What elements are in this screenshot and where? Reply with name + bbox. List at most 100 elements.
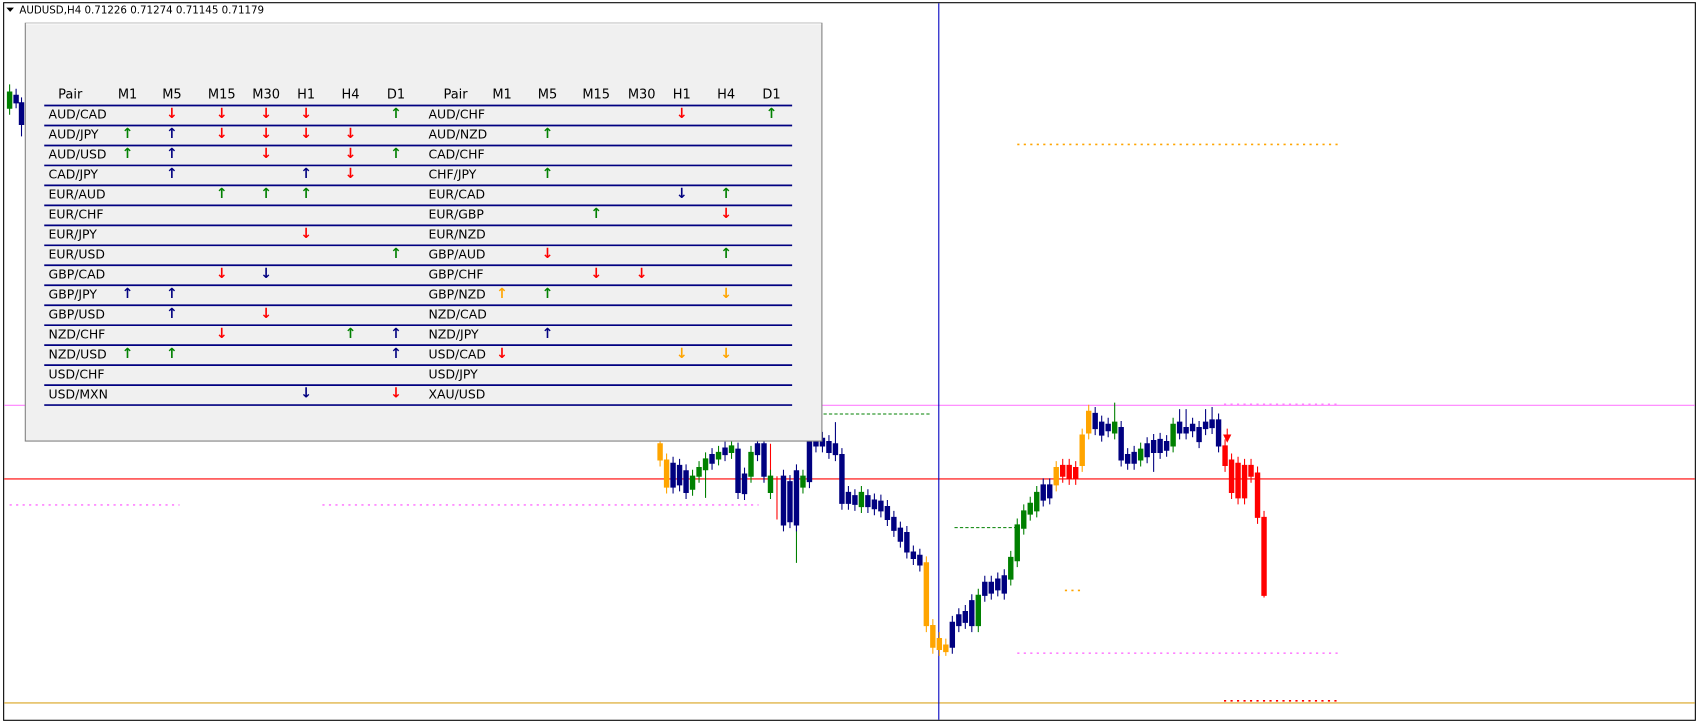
signal-panel: [24, 22, 823, 442]
pair-label: GBP/USD: [49, 306, 105, 321]
signal-arrow: ↓: [300, 106, 312, 122]
signal-arrow: ↑: [766, 106, 778, 122]
pair-label: EUR/CAD: [428, 187, 485, 202]
pair-label: NZD/USD: [49, 346, 107, 361]
candles-red: [769, 428, 1267, 598]
signal-arrow: ↓: [166, 106, 178, 122]
signal-arrow: ↑: [166, 306, 178, 322]
pair-label: GBP/CHF: [428, 266, 483, 281]
pair-label: CHF/JPY: [428, 167, 476, 182]
signal-arrow: ↓: [676, 346, 688, 362]
signal-arrow: ↑: [390, 146, 402, 162]
column-header: M5: [162, 88, 181, 103]
symbol-header: AUDUSD,H4 0.71226 0.71274 0.71145 0.7117…: [19, 4, 264, 16]
column-header: D1: [762, 88, 780, 103]
pair-label: GBP/JPY: [49, 286, 98, 301]
column-header: H4: [342, 88, 360, 103]
signal-arrow: ↑: [542, 166, 554, 182]
column-header: M15: [582, 88, 610, 103]
pair-label: AUD/CAD: [49, 107, 107, 122]
pair-label: NZD/JPY: [428, 326, 478, 341]
column-header: D1: [387, 88, 405, 103]
signal-arrow: ↓: [720, 286, 732, 302]
pair-label: GBP/AUD: [428, 246, 485, 261]
column-header: M1: [118, 88, 137, 103]
column-header: Pair: [443, 88, 468, 103]
signal-arrow: ↑: [345, 326, 357, 342]
signal-arrow: ↑: [300, 186, 312, 202]
signal-arrow: ↑: [720, 246, 732, 262]
signal-arrow: ↓: [300, 126, 312, 142]
pair-label: GBP/NZD: [428, 286, 485, 301]
signal-arrow: ↓: [216, 126, 228, 142]
signal-arrow: ↑: [390, 106, 402, 122]
candles-navy: [13, 88, 1222, 654]
signal-arrow: ↑: [122, 126, 134, 142]
pair-label: CAD/CHF: [428, 147, 484, 162]
pair-label: EUR/GBP: [428, 207, 484, 222]
signal-arrow: ↑: [390, 346, 402, 362]
signal-arrow: ↑: [216, 186, 228, 202]
signal-arrow: ↓: [345, 146, 357, 162]
signal-arrow: ↓: [260, 126, 272, 142]
pair-label: EUR/CHF: [49, 207, 104, 222]
column-header: M30: [628, 88, 656, 103]
signal-arrow: ↑: [720, 186, 732, 202]
pair-label: EUR/NZD: [428, 227, 485, 242]
menu-triangle[interactable]: [6, 7, 14, 12]
signal-arrow: ↓: [720, 346, 732, 362]
pair-label: AUD/USD: [49, 147, 107, 162]
signal-arrow: ↓: [676, 106, 688, 122]
signal-table: Pair M1 M5 M15 M30 H1 H4 D1 AUD/CAD ↓ ↓ ↓ ↓ ↑ AUD/JPY ↑…: [44, 88, 793, 406]
signal-arrow: ↓: [216, 326, 228, 342]
signal-arrow: ↑: [496, 286, 508, 302]
signal-arrow: ↓: [496, 346, 508, 362]
pair-label: USD/CHF: [49, 366, 105, 381]
signal-arrow: ↑: [122, 346, 134, 362]
column-header: M5: [538, 88, 557, 103]
signal-arrow: ↑: [166, 146, 178, 162]
signal-arrow: ↓: [216, 266, 228, 282]
signal-arrow: ↑: [122, 286, 134, 302]
pair-label: GBP/CAD: [49, 266, 106, 281]
column-header: M30: [252, 88, 280, 103]
column-header: M15: [208, 88, 236, 103]
signal-arrow: ↑: [260, 186, 272, 202]
signal-arrow: ↓: [260, 106, 272, 122]
pair-label: AUD/JPY: [49, 127, 99, 142]
signal-arrow: ↓: [260, 146, 272, 162]
signal-arrow: ↓: [390, 386, 402, 402]
pair-label: AUD/NZD: [428, 127, 487, 142]
pair-label: CAD/JPY: [49, 167, 99, 182]
signal-arrow: ↑: [166, 286, 178, 302]
pair-label: EUR/USD: [49, 246, 105, 261]
pair-label: XAU/USD: [428, 386, 485, 401]
column-header: H1: [673, 88, 691, 103]
pair-label: NZD/CAD: [428, 306, 486, 321]
signal-arrow: ↓: [345, 126, 357, 142]
signal-arrow: ↑: [542, 126, 554, 142]
column-header: H4: [717, 88, 735, 103]
pair-label: EUR/JPY: [49, 227, 98, 242]
signal-arrow: ↑: [542, 326, 554, 342]
signal-arrow: ↓: [676, 186, 688, 202]
signal-arrow: ↓: [720, 206, 732, 222]
signal-arrow: ↓: [636, 266, 648, 282]
pair-label: USD/MXN: [49, 386, 108, 401]
signal-arrow: ↓: [260, 306, 272, 322]
pair-label: USD/JPY: [428, 366, 478, 381]
signal-arrow: ↑: [166, 346, 178, 362]
pair-label: USD/CAD: [428, 346, 486, 361]
signal-arrow: ↑: [390, 326, 402, 342]
dotted-levels: [9, 143, 1340, 702]
candles-green: [6, 84, 1176, 633]
pair-label: NZD/CHF: [49, 326, 106, 341]
column-header: M1: [492, 88, 511, 103]
signal-arrow: ↓: [590, 266, 602, 282]
column-header: Pair: [58, 88, 83, 103]
pair-label: AUD/CHF: [428, 107, 485, 122]
signal-arrow: ↑: [122, 146, 134, 162]
signal-arrow: ↑: [542, 286, 554, 302]
signal-arrow: ↑: [590, 206, 602, 222]
